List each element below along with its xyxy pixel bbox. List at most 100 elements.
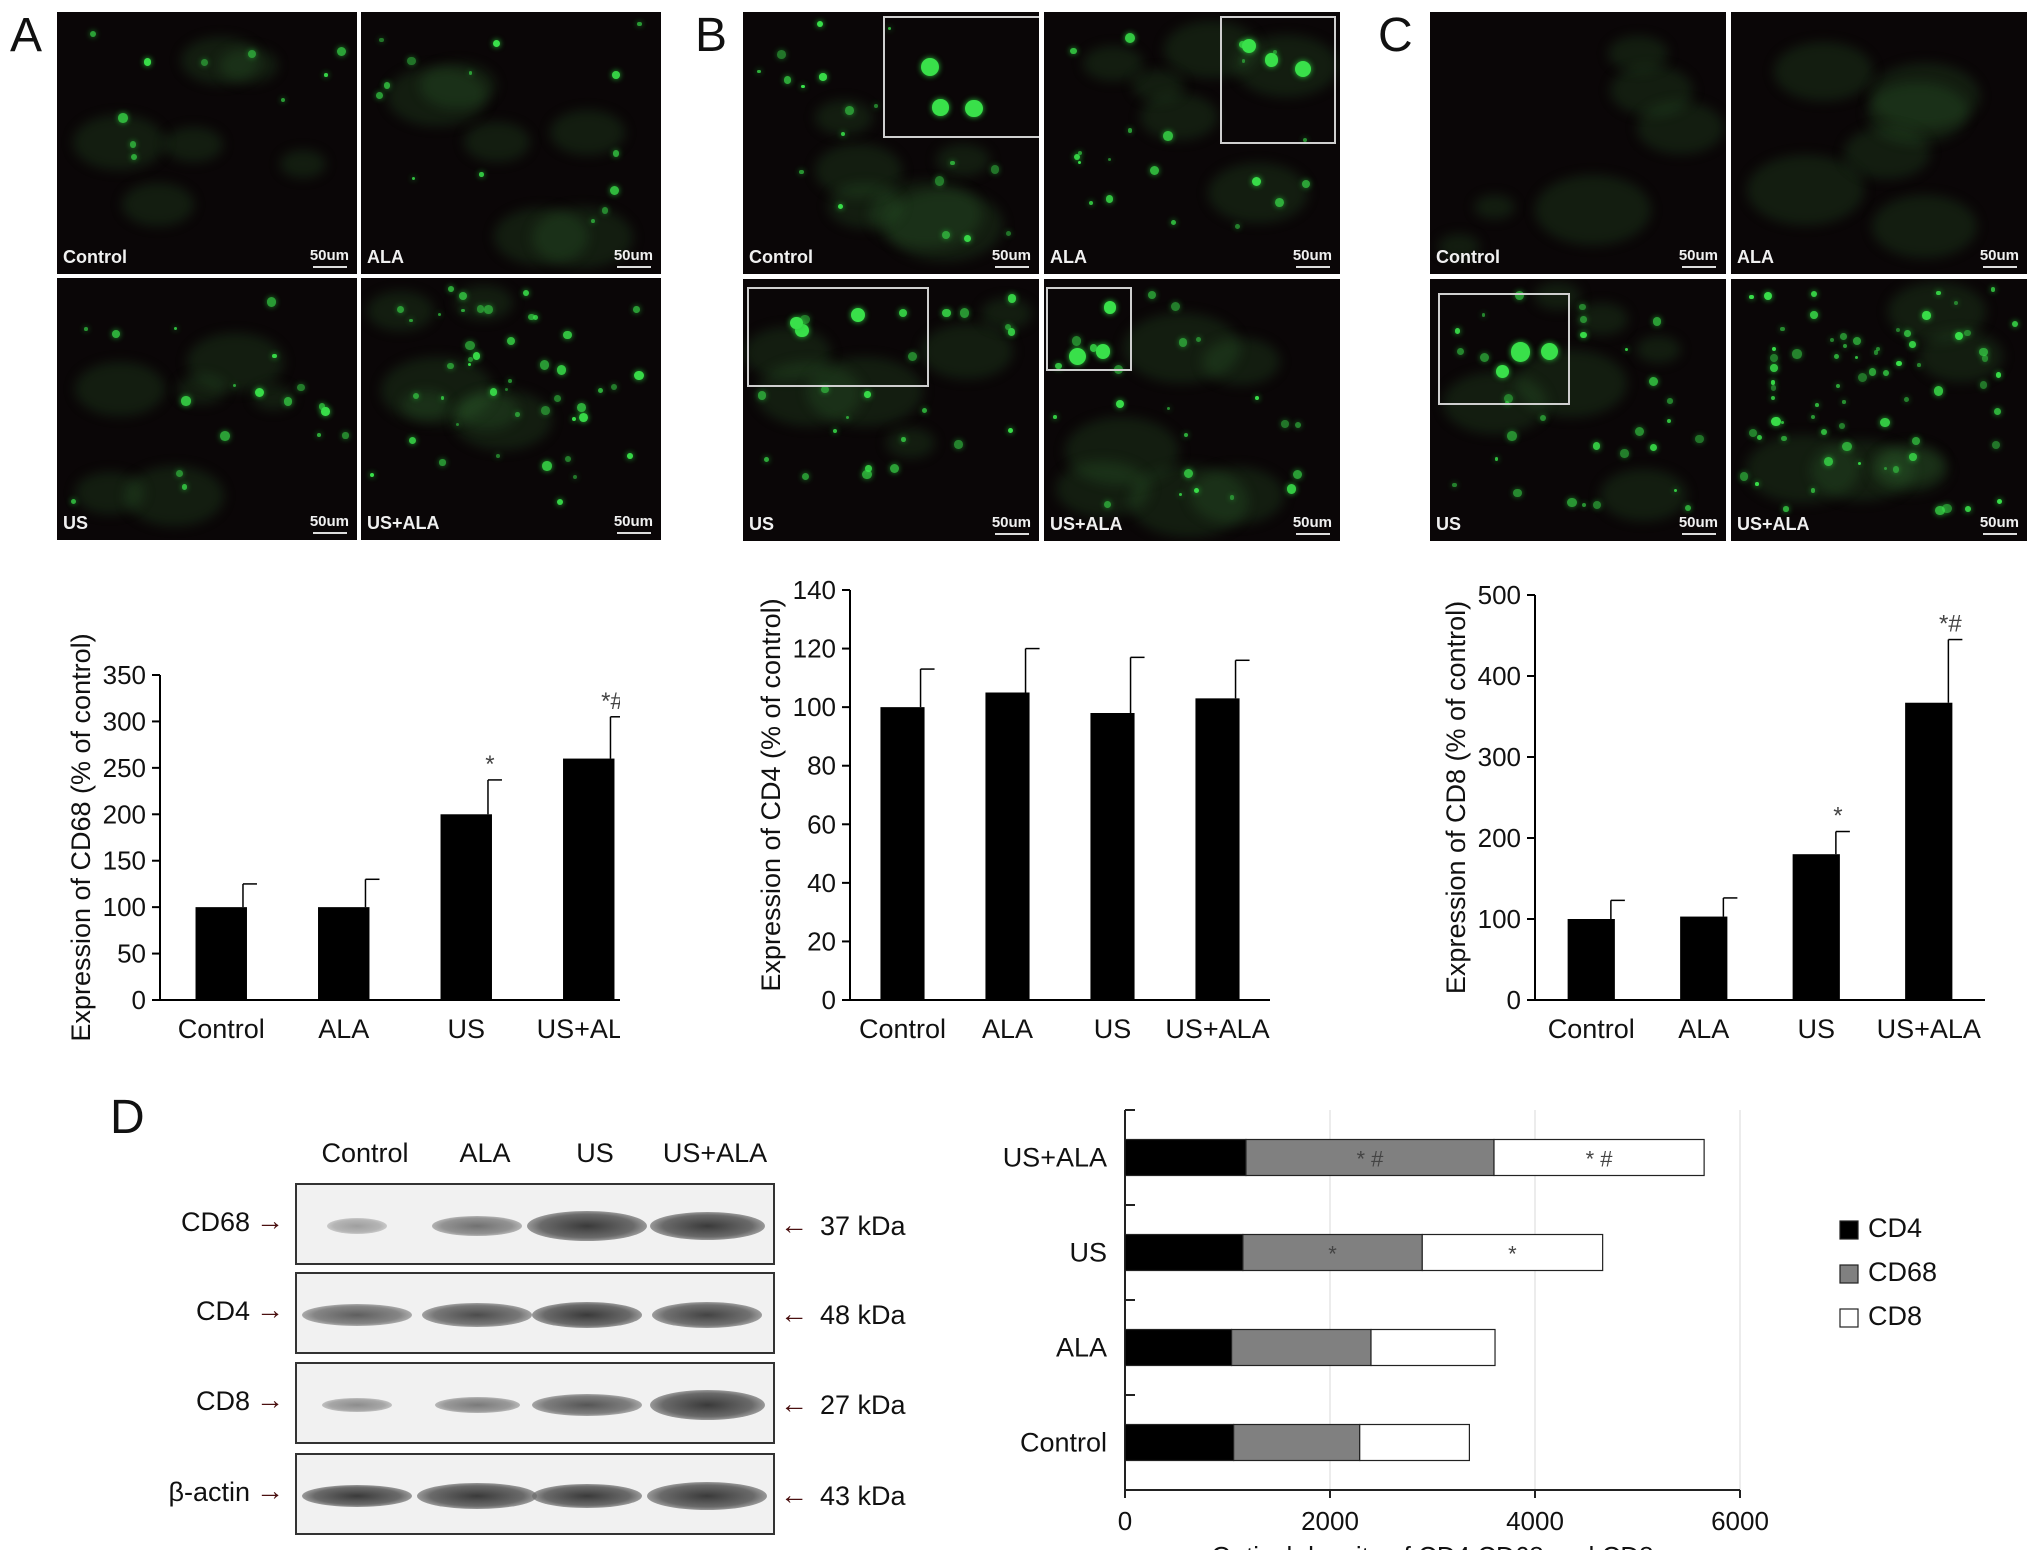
y-tick-label: 200 [103,799,146,829]
significance-marker: * [1508,1242,1517,1267]
bar-control [1567,919,1615,1000]
arrow-right-icon: → [256,1384,284,1415]
bar-segment-cd68-ala [1231,1328,1372,1367]
molecular-weight-label: 27 kDa [820,1390,906,1420]
bar-us-ala [563,758,615,1000]
bar-control [195,907,247,1000]
scale-bar-label: 50um [1678,514,1718,531]
y-tick-label: 120 [793,634,836,664]
panel-letter-a: A [10,9,43,62]
chart-cd68-expression: 0 50 100 150 200 250 300 350 Control ALA * US *# US+A… [66,633,620,1044]
y-tick-label: 100 [793,692,836,722]
micrograph-label: US [749,514,775,534]
panel-letter-d: D [110,1091,145,1144]
scale-bar-label: 50um [309,513,349,530]
bar-ala [318,907,370,1000]
micrograph-b-ala: ALA 50um [1044,12,1340,274]
y-tick-label: 20 [807,926,836,956]
bar-segment-cd4-us [1124,1233,1244,1272]
bar-us [1090,713,1135,1000]
y-tick-label: 100 [1478,904,1521,934]
scale-bar [617,266,651,268]
scale-bar [617,532,651,534]
y-tick-label: 100 [103,892,146,922]
bar-segment-cd4-control [1124,1423,1235,1462]
x-tick-label: US+ALA [1877,1014,1981,1044]
micrograph-b-control: Control 50um [743,12,1039,274]
x-tick-label: 0 [1118,1506,1132,1536]
legend-swatch-cd68 [1839,1264,1859,1284]
protein-band [322,1398,392,1412]
significance-marker: * # [1357,1147,1385,1172]
significance-marker: *# [601,688,620,715]
scale-bar [1983,266,2017,268]
scale-bar-label: 50um [1979,514,2019,531]
y-tick-label: 0 [132,985,146,1015]
micrograph-label: US [63,513,89,533]
protein-band [532,1394,642,1416]
y-tick-label: 200 [1478,823,1521,853]
significance-marker: * [485,751,494,778]
blot-strip-beta-actin [295,1453,775,1535]
arrow-right-icon: → [256,1205,284,1236]
chart-cd8-expression: 0 100 200 300 400 500 Control ALA * US *# US+ALA Exp… [1441,580,1985,1044]
y-tick-label: 150 [103,846,146,876]
arrow-right-icon: → [256,1294,284,1325]
bar-segment-cd8-us-ala [1493,1138,1705,1177]
bar-control [880,707,925,1000]
legend-swatch-cd4 [1839,1220,1859,1240]
panel-letter-c: C [1378,9,1413,62]
micrograph-a-control: Control 50um [57,12,357,274]
bar-segment-cd4-ala [1124,1328,1233,1367]
scale-bar [995,533,1029,535]
lane-label: US [576,1138,614,1168]
blot-strip-cd8 [295,1362,775,1444]
scale-bar-label: 50um [613,513,653,530]
y-tick-label: 0 [822,985,836,1015]
scale-bar [1296,266,1330,268]
protein-band [422,1303,532,1327]
micrograph-label: ALA [367,247,404,267]
chart-optical-density: 0 2000 4000 6000 * # * # US+ALA * * US ALA Control O… [1003,1109,1937,1550]
micrograph-label: US+ALA [1050,514,1123,534]
protein-label: CD4 [195,1296,250,1326]
scale-bar-label: 50um [613,247,653,264]
arrow-left-icon: ← [780,1479,808,1510]
x-tick-label: 6000 [1711,1506,1769,1536]
chart-cd4-expression: 0 20 40 60 80 100 120 140 Control ALA US US+ALA Expr… [756,575,1270,1044]
x-tick-label: US [447,1014,485,1044]
bar-us [1792,854,1840,1000]
y-tick-label: 50 [117,939,146,969]
x-axis-label: Optical density of CD4,CD68 and CD8 [1211,1541,1653,1550]
x-tick-label: Control [178,1014,265,1044]
blot-strip-cd4 [295,1272,775,1354]
y-tick-label: 250 [103,753,146,783]
scale-bar [313,266,347,268]
lane-label: Control [321,1138,409,1168]
scale-bar-label: 50um [991,514,1031,531]
protein-band [302,1485,412,1507]
protein-band [532,1302,642,1328]
protein-band [432,1216,522,1236]
y-tick-label: US [1069,1238,1107,1268]
x-tick-label: US [1094,1014,1132,1044]
scale-bar [995,266,1029,268]
x-tick-label: US+ALA [537,1014,620,1044]
bar-segment-cd68-us [1242,1233,1423,1272]
micrograph-label: ALA [1050,247,1087,267]
legend-swatch-cd8 [1839,1308,1859,1328]
protein-band [649,1390,765,1420]
arrow-left-icon: ← [780,1209,808,1240]
scale-bar-label: 50um [309,247,349,264]
protein-band [652,1302,762,1328]
arrow-left-icon: ← [780,1298,808,1329]
micrograph-label: Control [63,247,127,267]
bar-us [440,814,492,1000]
micrograph-c-control: Control 50um [1430,12,1726,274]
micrograph-b-us: US 50um [743,279,1039,541]
micrograph-a-us: US 50um [57,278,357,540]
significance-marker: *# [1939,611,1962,638]
lane-label: ALA [459,1138,511,1168]
micrograph-label: ALA [1737,247,1774,267]
bar-us-ala [1905,702,1953,1000]
